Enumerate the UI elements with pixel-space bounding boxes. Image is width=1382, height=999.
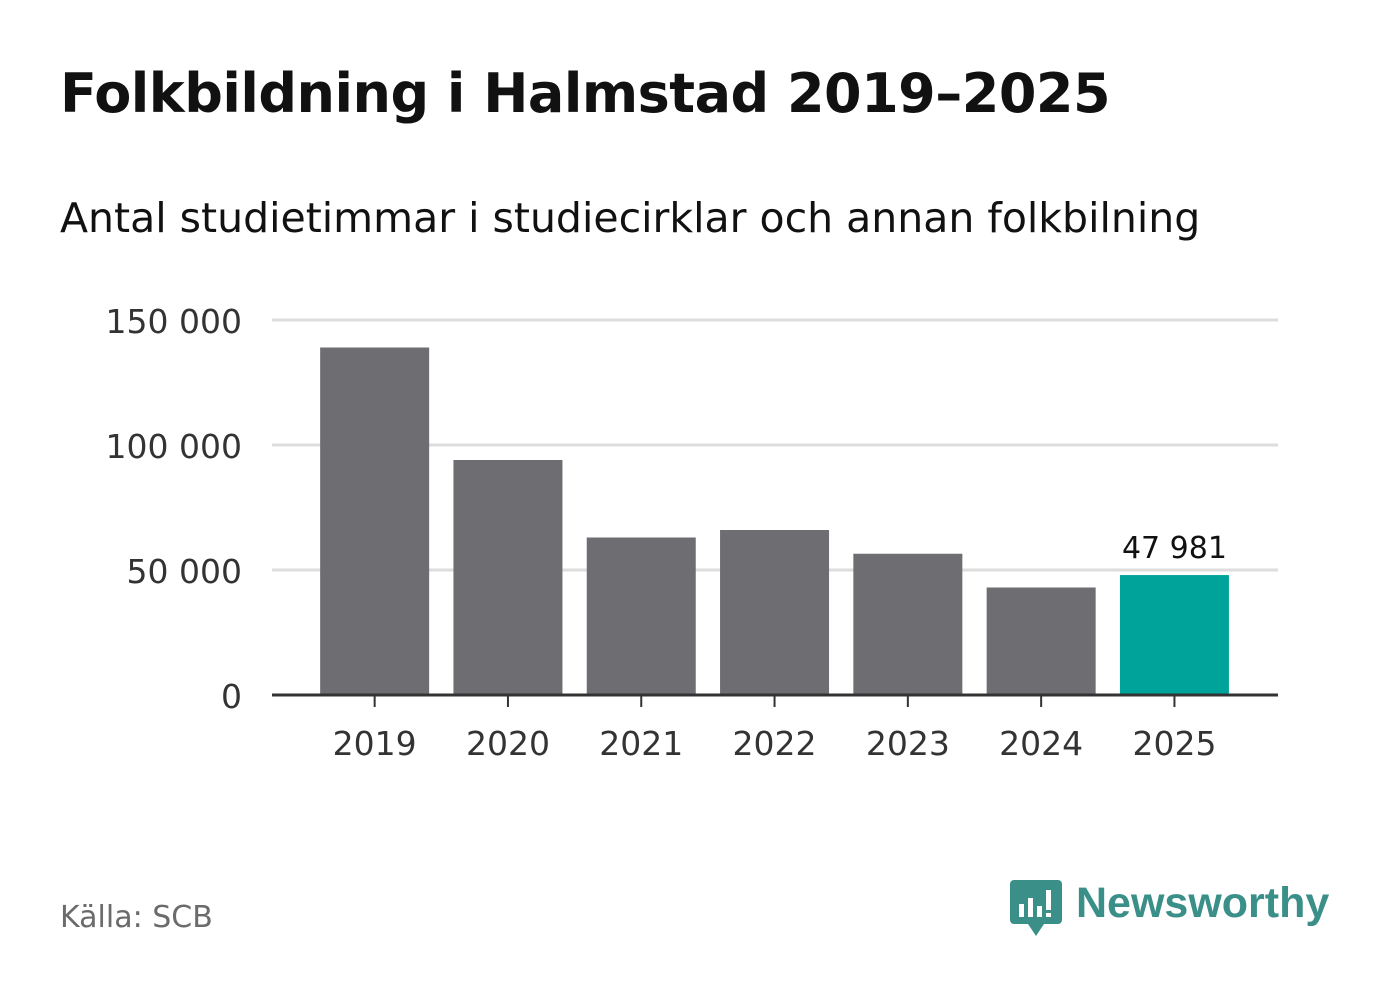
y-tick-label: 100 000	[106, 427, 242, 466]
x-tick-label: 2022	[733, 724, 817, 763]
chart-subtitle: Antal studietimmar i studiecirklar och a…	[60, 194, 1201, 242]
bar	[720, 530, 830, 695]
bar	[853, 553, 963, 695]
bar-chart-speech-bubble-icon	[1010, 880, 1062, 936]
data-label: 47 981	[1122, 531, 1227, 566]
bar	[320, 347, 430, 695]
source-note: Källa: SCB	[60, 900, 213, 935]
bar-highlight	[1119, 575, 1229, 695]
x-tick-label: 2020	[466, 724, 550, 763]
y-tick-label: 150 000	[106, 302, 242, 341]
x-tick-label: 2023	[866, 724, 950, 763]
x-tick-label: 2024	[999, 724, 1083, 763]
x-tick-label: 2021	[599, 724, 683, 763]
y-tick-label: 0	[221, 677, 242, 716]
newsworthy-logo: Newsworthy	[1010, 878, 1329, 942]
bar	[453, 460, 563, 695]
x-tick-label: 2025	[1132, 724, 1216, 763]
bar	[986, 587, 1096, 695]
chart-title: Folkbildning i Halmstad 2019–2025	[60, 62, 1111, 125]
y-tick-label: 50 000	[127, 552, 242, 591]
bar	[586, 537, 696, 695]
brand-name: Newsworthy	[1076, 879, 1330, 927]
x-tick-label: 2019	[333, 724, 417, 763]
